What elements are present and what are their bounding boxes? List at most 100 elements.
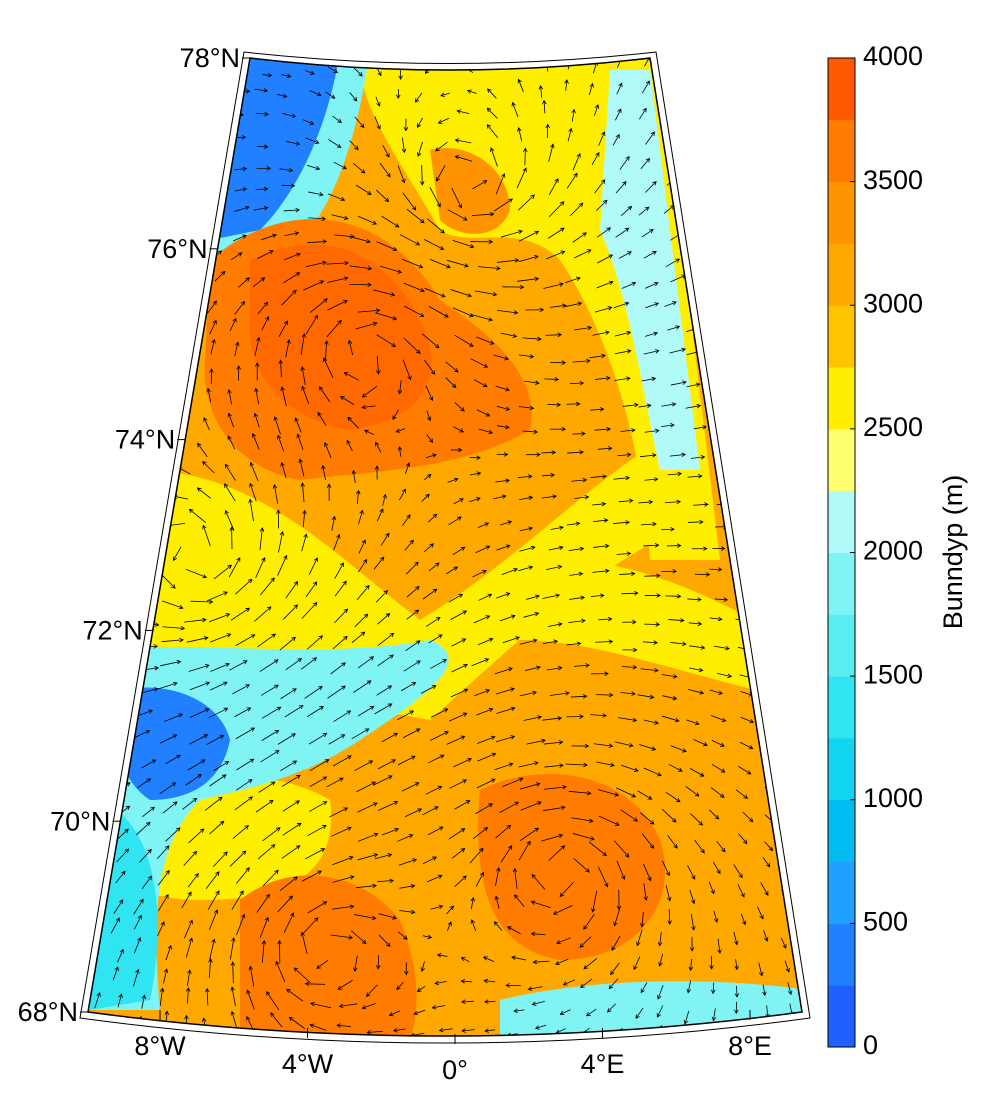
current-arrow — [307, 825, 327, 837]
current-arrow — [260, 750, 280, 763]
current-arrow — [579, 936, 592, 948]
current-arrow — [356, 781, 377, 793]
current-arrow — [661, 808, 677, 823]
current-arrow — [138, 134, 153, 141]
current-arrow — [307, 191, 324, 197]
current-arrow — [141, 994, 147, 1009]
current-arrow — [332, 755, 352, 767]
current-arrow — [210, 662, 230, 672]
current-arrow — [590, 593, 605, 598]
current-arrow — [789, 257, 802, 264]
current-arrow — [620, 205, 633, 216]
map-frame-outer — [79, 51, 811, 1044]
current-arrow — [210, 633, 232, 643]
current-arrow — [518, 405, 535, 411]
current-arrow — [615, 227, 630, 238]
current-arrow — [316, 959, 329, 969]
current-arrow — [569, 595, 586, 601]
current-arrow — [593, 518, 609, 523]
current-arrow — [665, 885, 672, 902]
current-arrow — [549, 426, 567, 432]
current-arrow — [110, 301, 119, 312]
current-arrow — [380, 265, 403, 274]
current-arrow — [256, 111, 269, 117]
current-arrow — [402, 728, 421, 739]
current-arrow — [92, 277, 101, 285]
current-arrow — [661, 674, 678, 679]
current-arrow — [451, 848, 466, 859]
current-arrow — [685, 232, 700, 242]
current-arrow — [541, 472, 556, 478]
current-arrow — [596, 692, 614, 698]
current-arrow — [396, 981, 404, 991]
current-arrow — [766, 479, 781, 485]
current-arrow — [157, 391, 163, 405]
current-arrow — [572, 358, 591, 364]
current-arrow — [304, 848, 326, 860]
current-arrow — [224, 483, 236, 502]
current-arrow — [687, 597, 702, 602]
current-arrow — [737, 87, 748, 97]
current-arrow — [358, 509, 364, 525]
current-arrow — [88, 117, 97, 124]
current-arrow — [424, 287, 446, 298]
current-arrow — [526, 738, 546, 745]
current-arrow — [374, 853, 393, 860]
current-arrow — [279, 876, 298, 892]
current-arrow — [556, 937, 572, 945]
current-arrow — [377, 613, 391, 625]
current-arrow — [763, 595, 778, 600]
current-arrow — [735, 61, 744, 69]
current-arrow — [157, 208, 170, 216]
current-arrow — [594, 179, 606, 194]
current-arrow — [422, 934, 433, 940]
current-arrow — [714, 597, 729, 602]
current-arrow — [381, 827, 400, 836]
current-arrow — [761, 666, 776, 672]
current-arrow — [736, 257, 751, 266]
current-arrow — [565, 301, 583, 308]
current-arrow — [134, 523, 139, 536]
current-arrow — [475, 871, 484, 887]
current-arrow — [733, 375, 749, 381]
current-arrow — [357, 656, 375, 669]
current-arrow — [259, 659, 279, 672]
current-arrow — [766, 160, 777, 168]
current-arrow — [595, 639, 614, 644]
current-arrow — [398, 488, 406, 501]
current-arrow — [548, 178, 559, 196]
current-arrow — [300, 482, 305, 503]
current-arrow — [94, 992, 101, 1009]
current-arrow — [500, 332, 518, 339]
current-arrow — [326, 483, 332, 501]
current-arrow — [548, 622, 563, 627]
current-arrow — [619, 155, 630, 170]
current-arrow — [548, 545, 564, 551]
current-arrow — [133, 968, 140, 987]
current-arrow — [764, 841, 774, 852]
current-arrow — [113, 570, 128, 583]
current-arrow — [689, 249, 704, 259]
current-arrow — [332, 875, 355, 883]
current-arrow — [689, 936, 695, 952]
current-arrow — [282, 822, 302, 836]
current-arrow — [450, 447, 463, 453]
current-arrow — [182, 183, 194, 189]
current-arrow — [254, 387, 260, 405]
current-arrow — [212, 93, 223, 98]
current-arrow — [570, 202, 584, 217]
current-arrow — [740, 913, 747, 926]
current-arrow — [165, 116, 178, 121]
colorbar-band — [828, 923, 855, 986]
current-arrow — [669, 86, 677, 96]
current-arrow — [596, 280, 614, 289]
current-arrow — [309, 90, 322, 97]
current-arrow — [616, 860, 626, 880]
current-arrow — [234, 707, 252, 718]
current-arrow — [662, 695, 678, 701]
current-arrow — [351, 728, 370, 740]
current-arrow — [758, 962, 764, 977]
current-arrow — [546, 250, 566, 260]
current-arrow — [281, 73, 292, 79]
current-arrow — [326, 260, 349, 266]
